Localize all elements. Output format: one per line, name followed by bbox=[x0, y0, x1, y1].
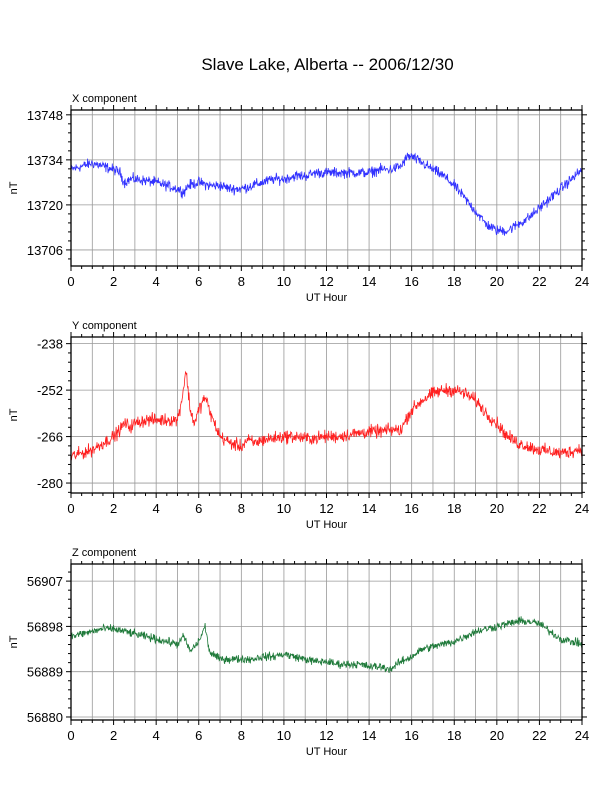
chart-panel: 0 2 4 6 8 10 12 14 16 18 20 22 245688056889568985690… bbox=[8, 547, 589, 758]
x-tick-label: 8 bbox=[238, 274, 245, 289]
x-tick-label: 16 bbox=[404, 274, 418, 289]
x-tick-label: 12 bbox=[319, 274, 333, 289]
x-tick-label: 18 bbox=[447, 728, 461, 743]
x-tick-label: 10 bbox=[277, 728, 291, 743]
x-tick-label: 16 bbox=[404, 728, 418, 743]
x-tick-label: 14 bbox=[362, 274, 376, 289]
y-tick-label: 56880 bbox=[27, 710, 63, 725]
y-tick-label: 13748 bbox=[27, 108, 63, 123]
x-tick-label: 12 bbox=[319, 728, 333, 743]
x-tick-label: 6 bbox=[195, 501, 202, 516]
x-tick-label: 20 bbox=[490, 274, 504, 289]
y-tick-label: -266 bbox=[37, 430, 63, 445]
x-tick-label: 8 bbox=[238, 728, 245, 743]
panel-title: Z component bbox=[72, 547, 136, 559]
y-tick-label: 13720 bbox=[27, 198, 63, 213]
x-tick-label: 8 bbox=[238, 501, 245, 516]
x-tick-label: 24 bbox=[575, 274, 589, 289]
x-axis-label: UT Hour bbox=[306, 292, 348, 304]
x-tick-label: 18 bbox=[447, 274, 461, 289]
x-tick-label: 2 bbox=[110, 274, 117, 289]
panel-title: Y component bbox=[72, 320, 137, 332]
y-axis-label: nT bbox=[8, 635, 20, 648]
y-tick-label: 13706 bbox=[27, 243, 63, 258]
y-tick-label: 56907 bbox=[27, 574, 63, 589]
x-tick-label: 4 bbox=[153, 274, 160, 289]
x-tick-label: 6 bbox=[195, 728, 202, 743]
x-tick-label: 12 bbox=[319, 501, 333, 516]
x-tick-label: 10 bbox=[277, 274, 291, 289]
chart-panel: 0 2 4 6 8 10 12 14 16 18 20 22 241370613720137341374… bbox=[8, 93, 589, 304]
x-tick-label: 6 bbox=[195, 274, 202, 289]
x-axis-label: UT Hour bbox=[306, 519, 348, 531]
x-tick-label: 0 bbox=[67, 728, 74, 743]
data-series-line bbox=[70, 370, 583, 461]
y-tick-label: 56898 bbox=[27, 619, 63, 634]
y-tick-label: -252 bbox=[37, 383, 63, 398]
x-tick-label: 18 bbox=[447, 501, 461, 516]
y-tick-label: 56889 bbox=[27, 665, 63, 680]
y-tick-label: -238 bbox=[37, 337, 63, 352]
figure-title: Slave Lake, Alberta -- 2006/12/30 bbox=[201, 55, 454, 74]
x-tick-label: 4 bbox=[153, 728, 160, 743]
y-axis-label: nT bbox=[8, 181, 20, 194]
x-tick-label: 2 bbox=[110, 501, 117, 516]
x-tick-label: 14 bbox=[362, 501, 376, 516]
x-tick-label: 4 bbox=[153, 501, 160, 516]
x-tick-label: 10 bbox=[277, 501, 291, 516]
x-tick-label: 14 bbox=[362, 728, 376, 743]
x-tick-label: 20 bbox=[490, 501, 504, 516]
data-series-line bbox=[70, 616, 583, 673]
data-series-line bbox=[70, 152, 583, 236]
x-tick-label: 0 bbox=[67, 501, 74, 516]
x-tick-label: 16 bbox=[404, 501, 418, 516]
y-tick-label: 13734 bbox=[27, 153, 63, 168]
x-tick-label: 22 bbox=[532, 501, 546, 516]
panel-title: X component bbox=[72, 93, 137, 105]
x-tick-label: 0 bbox=[67, 274, 74, 289]
x-tick-label: 24 bbox=[575, 728, 589, 743]
x-tick-label: 22 bbox=[532, 274, 546, 289]
x-tick-label: 24 bbox=[575, 501, 589, 516]
x-axis-label: UT Hour bbox=[306, 746, 348, 758]
y-axis-label: nT bbox=[8, 408, 20, 421]
x-tick-label: 22 bbox=[532, 728, 546, 743]
x-tick-label: 2 bbox=[110, 728, 117, 743]
x-tick-label: 20 bbox=[490, 728, 504, 743]
y-tick-label: -280 bbox=[37, 476, 63, 491]
